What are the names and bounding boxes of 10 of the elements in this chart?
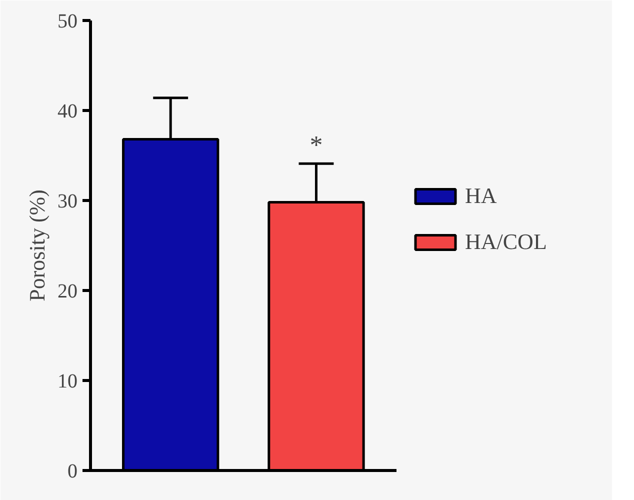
legend-label: HA <box>465 183 497 209</box>
legend-label: HA/COL <box>465 229 547 255</box>
y-tick-label: 30 <box>58 190 78 212</box>
y-tick-label: 0 <box>68 460 78 482</box>
y-axis-title: Porosity (%) <box>24 190 50 302</box>
y-tick-label: 20 <box>58 280 78 302</box>
y-tick-label: 50 <box>58 10 78 32</box>
y-tick-label: 40 <box>58 100 78 122</box>
y-tick-label: 10 <box>58 370 78 392</box>
annotation: * <box>310 130 323 160</box>
